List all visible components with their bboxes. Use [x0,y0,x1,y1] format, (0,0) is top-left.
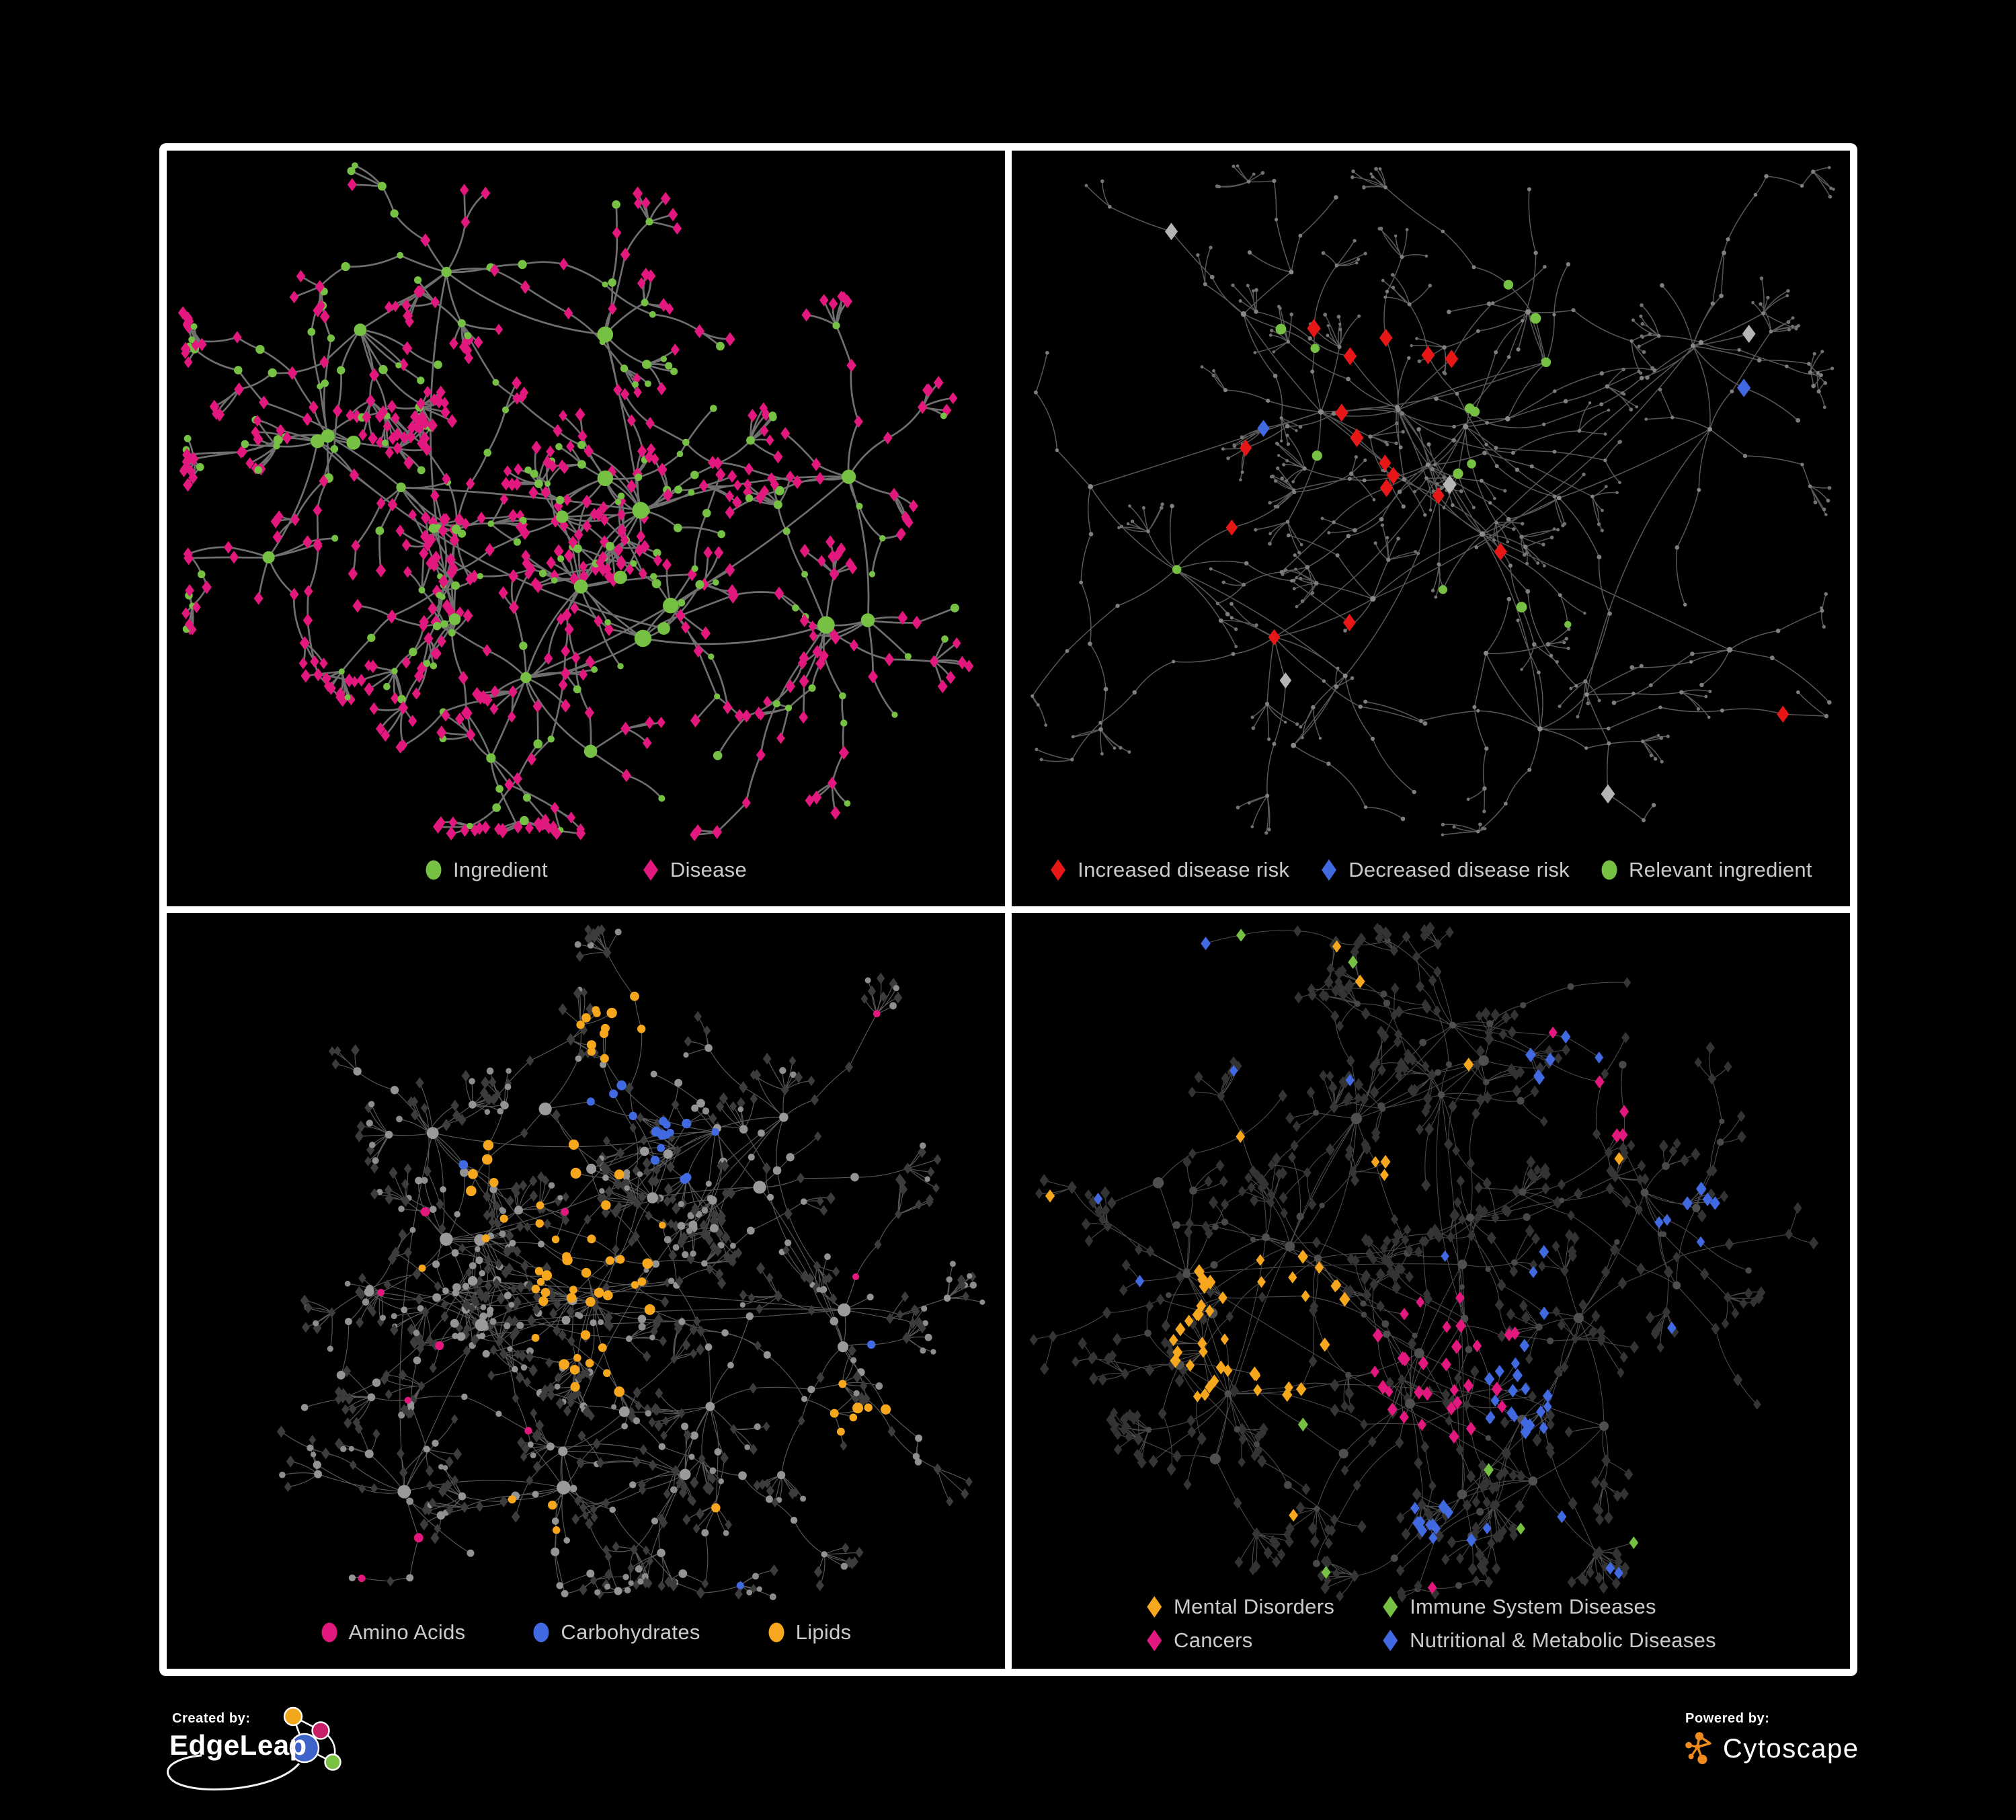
diamond-swatch-icon [1383,1596,1398,1618]
legend-item: Lipids [768,1620,852,1645]
legend-label: Decreased disease risk [1348,858,1570,881]
network-graph-disease-risk [1031,164,1835,836]
network-graph-macronutrient-classes [276,924,985,1601]
edgeleap-logo-icon [167,1706,341,1791]
created-by-credit: Created by: EdgeLeap [161,1703,376,1819]
diamond-swatch-icon [1147,1630,1162,1651]
legend-label: Amino Acids [348,1620,466,1644]
created-by-label: Created by: [172,1711,251,1726]
diamond-swatch-icon [1322,859,1337,881]
powered-by-credit: Powered by: Cytoscape [1684,1703,1886,1811]
powered-by-label: Powered by: [1685,1711,1770,1726]
diamond-swatch-icon [643,859,658,881]
legend-label: Mental Disorders [1174,1595,1335,1618]
diamond-swatch-icon [1147,1596,1162,1618]
diamond-swatch-icon [1383,1630,1398,1651]
panel-macronutrient-classes: Amino Acids Carbohydrates Lipids [167,913,1005,1669]
legend-item: Decreased disease risk [1320,858,1570,882]
legend-item: Disease [642,858,747,882]
panel-grid-frame: Ingredient Disease Increased disease risk… [159,143,1857,1676]
legend-item: Mental Disorders [1145,1595,1334,1619]
legend-label: Relevant ingredient [1629,858,1812,881]
legend-label: Immune System Diseases [1410,1595,1656,1618]
legend-item: Immune System Diseases [1381,1595,1716,1619]
cytoscape-logo-icon [1685,1732,1711,1764]
panel-disease-risk: Increased disease risk Decreased disease … [1012,151,1850,906]
legend-item: Amino Acids [321,1620,466,1645]
cytoscape-wordmark: Cytoscape [1723,1733,1859,1764]
legend-label: Increased disease risk [1078,858,1290,881]
legend-item: Increased disease risk [1049,858,1289,882]
circle-swatch-icon [533,1622,549,1643]
legend-disease-classes: Mental Disorders Immune System Diseases Ca… [1147,1595,1716,1653]
edgeleap-wordmark: EdgeLeap [169,1729,307,1761]
circle-swatch-icon [1601,860,1617,880]
panel-ingredient-disease: Ingredient Disease [167,151,1005,906]
circle-swatch-icon [768,1622,784,1643]
legend-label: Lipids [795,1620,852,1644]
legend-macronutrient-classes: Amino Acids Carbohydrates Lipids [167,1620,1005,1645]
circle-swatch-icon [321,1622,337,1643]
legend-item: Ingredient [425,858,548,882]
legend-item: Relevant ingredient [1601,858,1812,882]
legend-label: Carbohydrates [561,1620,700,1644]
legend-ingredient-disease: Ingredient Disease [167,858,1005,882]
legend-item: Nutritional & Metabolic Diseases [1381,1628,1716,1653]
network-graph-disease-classes [1029,921,1819,1603]
legend-item: Cancers [1145,1628,1334,1653]
legend-item: Carbohydrates [532,1620,700,1645]
legend-label: Ingredient [453,858,548,881]
legend-label: Cancers [1174,1628,1253,1652]
legend-disease-risk: Increased disease risk Decreased disease … [1012,858,1850,882]
panel-disease-classes: Mental Disorders Immune System Diseases Ca… [1012,913,1850,1669]
diamond-swatch-icon [1051,859,1066,881]
legend-label: Disease [670,858,747,881]
network-graph-ingredient-disease [177,162,974,842]
circle-swatch-icon [426,860,442,880]
legend-label: Nutritional & Metabolic Diseases [1410,1628,1716,1652]
